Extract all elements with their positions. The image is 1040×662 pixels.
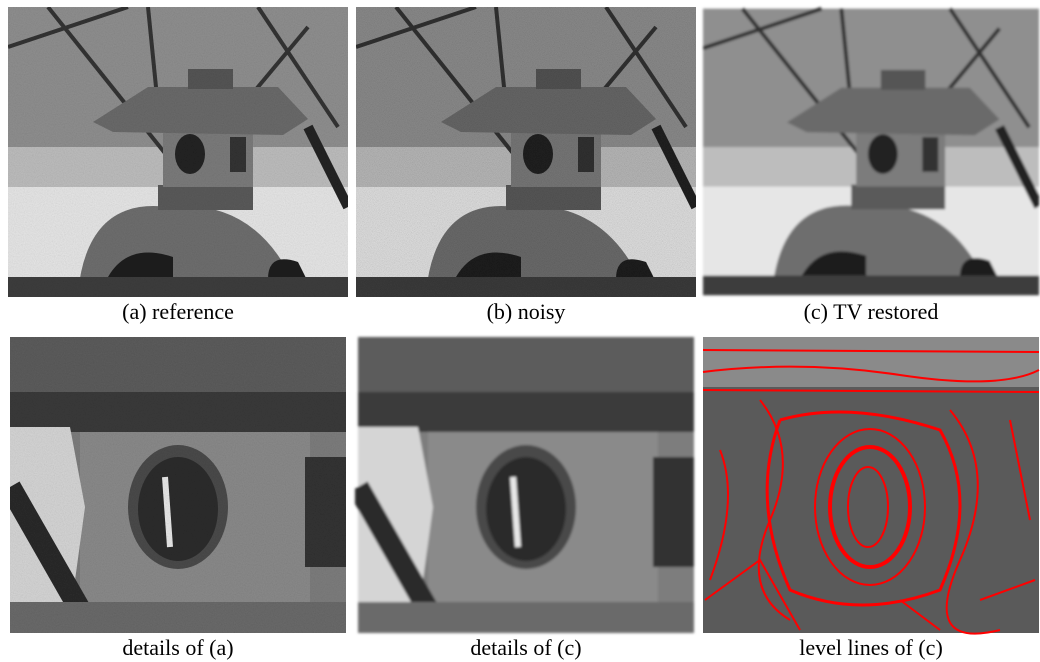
caption: details of (c): [470, 635, 581, 660]
image-noisy: [356, 7, 696, 297]
figure-canvas: (a) reference (b) noisy (c) TV restored det…: [0, 0, 1040, 662]
figure: (a) reference (b) noisy (c) TV restored det…: [0, 0, 1040, 662]
image-detail-restored: [358, 337, 694, 633]
caption: level lines of (c): [799, 635, 943, 660]
caption: (a) reference: [122, 299, 234, 324]
image-level-lines: [703, 337, 1039, 634]
caption: details of (a): [122, 635, 233, 660]
image-reference: [8, 7, 348, 297]
image-restored: [703, 9, 1039, 296]
caption: (c) TV restored: [804, 299, 939, 324]
caption: (b) noisy: [487, 299, 566, 324]
image-detail-reference: [10, 337, 346, 633]
